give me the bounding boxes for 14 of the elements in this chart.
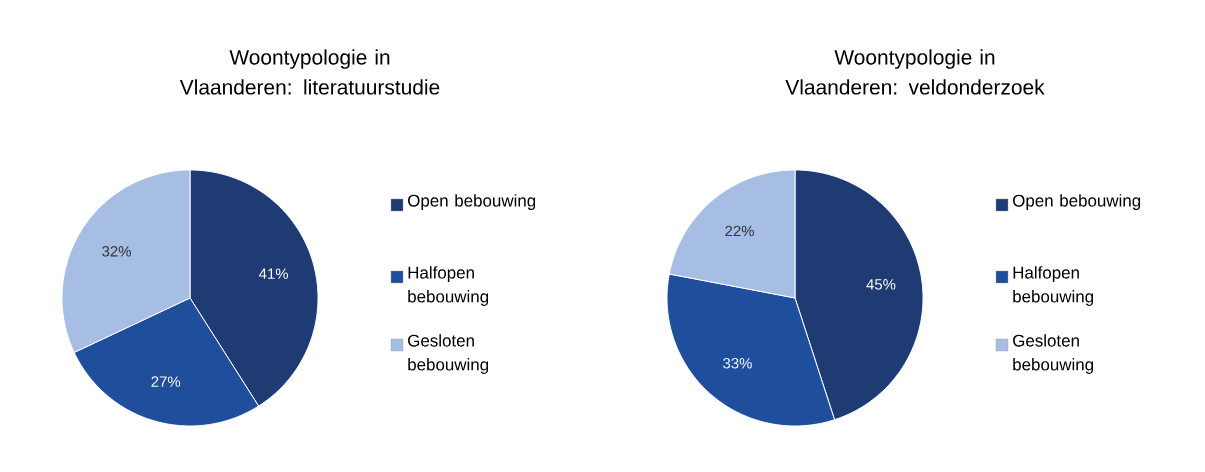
legend-label: Halfopen bebouwing bbox=[408, 266, 489, 306]
legend-label: Open bebouwing bbox=[1013, 194, 1141, 210]
data-label: 27% bbox=[151, 376, 181, 387]
data-label: 41% bbox=[258, 268, 289, 279]
data-label: 33% bbox=[723, 357, 752, 369]
chart-title: Woontypologie in Vlaanderen: literatuurstudie bbox=[179, 49, 440, 95]
data-label: 32% bbox=[102, 246, 131, 257]
legend-label: Gesloten bebouwing bbox=[1013, 334, 1094, 374]
chart-title: Woontypologie in Vlaanderen: veldonderzoek bbox=[785, 49, 1045, 95]
legend-label: Halfopen bebouwing bbox=[1013, 266, 1094, 306]
data-label: 45% bbox=[866, 279, 896, 290]
legend-label: Gesloten bebouwing bbox=[408, 334, 489, 374]
data-label: 22% bbox=[725, 225, 754, 237]
legend-label: Open bebouwing bbox=[408, 194, 536, 210]
